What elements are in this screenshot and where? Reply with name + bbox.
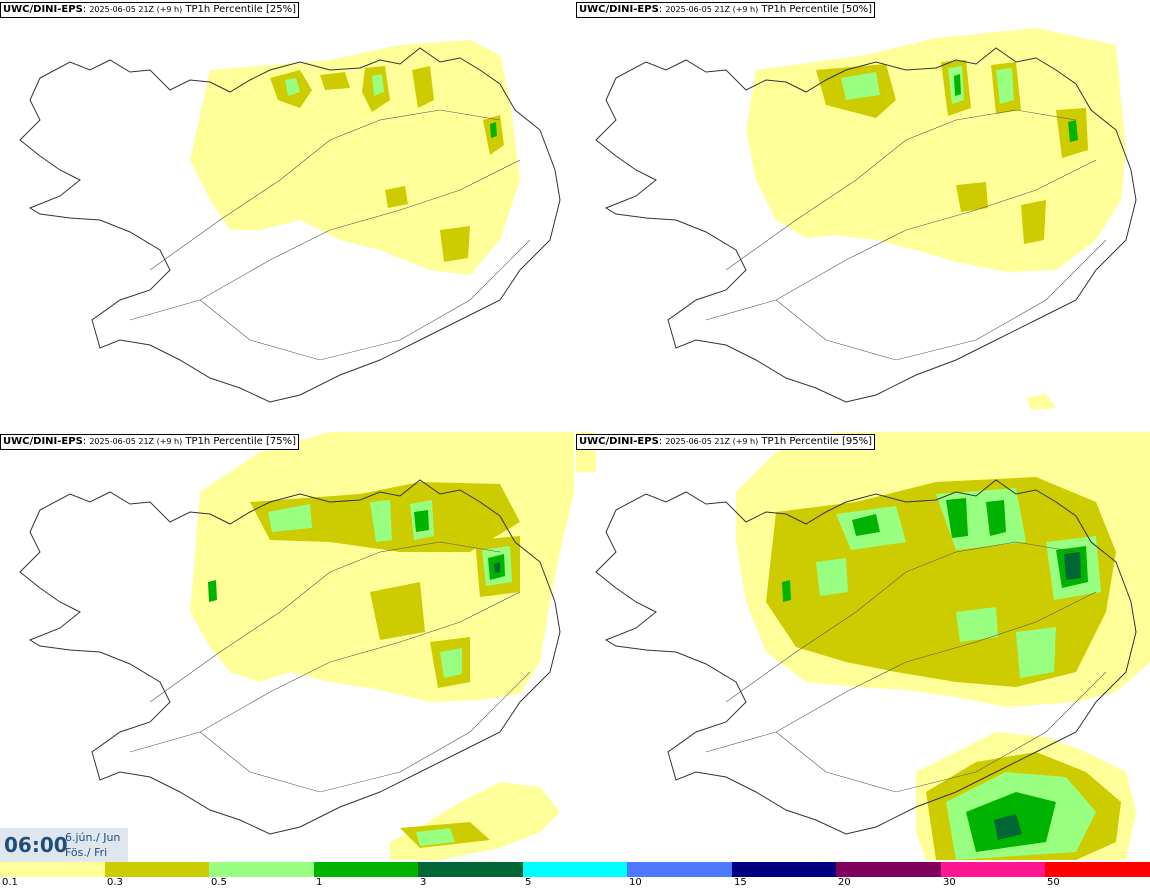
precip-map — [576, 432, 1150, 860]
colorbar-tick: 0.1 — [2, 877, 18, 888]
run-time: 2025-06-05 21Z (+9 h) — [665, 5, 759, 14]
iceland-coastline — [19, 47, 561, 403]
model-name: UWC/DINI-EPS — [579, 436, 659, 447]
road-network — [129, 541, 531, 793]
precip-map — [595, 28, 1137, 410]
map-panel-25: UWC/DINI-EPS: 2025-06-05 21Z (+9 h) TP1h… — [0, 0, 574, 428]
colorbar-ticks: 0.1 0.3 0.5 1 3 5 10 15 20 30 50 — [0, 877, 1150, 891]
iceland-coastline — [19, 479, 561, 835]
precip-overlay — [746, 28, 1126, 410]
valid-hour: 06:00 — [4, 833, 68, 857]
colorbar-tick: 5 — [525, 877, 532, 888]
colorbar-tick: 3 — [420, 877, 427, 888]
precip-overlay — [190, 40, 520, 275]
field-label: TP1h Percentile [25%] — [185, 4, 296, 15]
colorbar-segment — [0, 862, 105, 877]
colorbar-tick: 15 — [734, 877, 747, 888]
road-network — [705, 541, 1107, 793]
run-time: 2025-06-05 21Z (+9 h) — [665, 437, 759, 446]
iceland-coastline — [595, 47, 1137, 403]
valid-date-line-2: Fös./ Fri — [65, 846, 108, 859]
colorbar-segment — [418, 862, 523, 877]
colorbar-tick: 0.3 — [107, 877, 123, 888]
run-time: 2025-06-05 21Z (+9 h) — [89, 437, 183, 446]
iceland-coastline — [595, 479, 1137, 835]
precip-overlay — [190, 432, 574, 860]
colorbar-tick: 0.5 — [211, 877, 227, 888]
field-label: TP1h Percentile [75%] — [185, 436, 296, 447]
run-time: 2025-06-05 21Z (+9 h) — [89, 5, 183, 14]
colorbar-segment — [731, 862, 837, 877]
panel-title: UWC/DINI-EPS: 2025-06-05 21Z (+9 h) TP1h… — [0, 434, 299, 450]
colorbar-tick: 1 — [316, 877, 323, 888]
precip-map — [19, 40, 561, 403]
colorbar-legend — [0, 862, 1150, 877]
colorbar-segment — [209, 862, 314, 877]
precip-map — [19, 432, 574, 860]
panel-title: UWC/DINI-EPS: 2025-06-05 21Z (+9 h) TP1h… — [576, 434, 875, 450]
colorbar-segment — [627, 862, 732, 877]
colorbar-segment — [522, 862, 628, 877]
panel-title: UWC/DINI-EPS: 2025-06-05 21Z (+9 h) TP1h… — [0, 2, 299, 18]
field-label: TP1h Percentile [50%] — [761, 4, 872, 15]
colorbar-segment — [313, 862, 419, 877]
road-network — [129, 109, 531, 361]
colorbar-segment — [1045, 862, 1150, 877]
colorbar-tick: 50 — [1047, 877, 1060, 888]
field-label: TP1h Percentile [95%] — [761, 436, 872, 447]
precip-overlay — [576, 432, 1150, 860]
model-name: UWC/DINI-EPS — [579, 4, 659, 15]
model-name: UWC/DINI-EPS — [3, 436, 83, 447]
map-panel-75: UWC/DINI-EPS: 2025-06-05 21Z (+9 h) TP1h… — [0, 432, 574, 860]
map-panel-50: UWC/DINI-EPS: 2025-06-05 21Z (+9 h) TP1h… — [576, 0, 1150, 428]
panel-title: UWC/DINI-EPS: 2025-06-05 21Z (+9 h) TP1h… — [576, 2, 875, 18]
colorbar-segment — [104, 862, 210, 877]
model-name: UWC/DINI-EPS — [3, 4, 83, 15]
colorbar-segment — [940, 862, 1046, 877]
colorbar-tick: 20 — [838, 877, 851, 888]
valid-date-line-1: 6.jún./ Jun — [65, 831, 121, 844]
valid-time-box: 06:00 6.jún./ Jun Fös./ Fri — [0, 828, 128, 862]
panel-divider — [0, 428, 1150, 432]
road-network — [705, 109, 1107, 361]
colorbar-tick: 10 — [629, 877, 642, 888]
map-panel-95: UWC/DINI-EPS: 2025-06-05 21Z (+9 h) TP1h… — [576, 432, 1150, 860]
colorbar-tick: 30 — [943, 877, 956, 888]
colorbar-segment — [836, 862, 941, 877]
